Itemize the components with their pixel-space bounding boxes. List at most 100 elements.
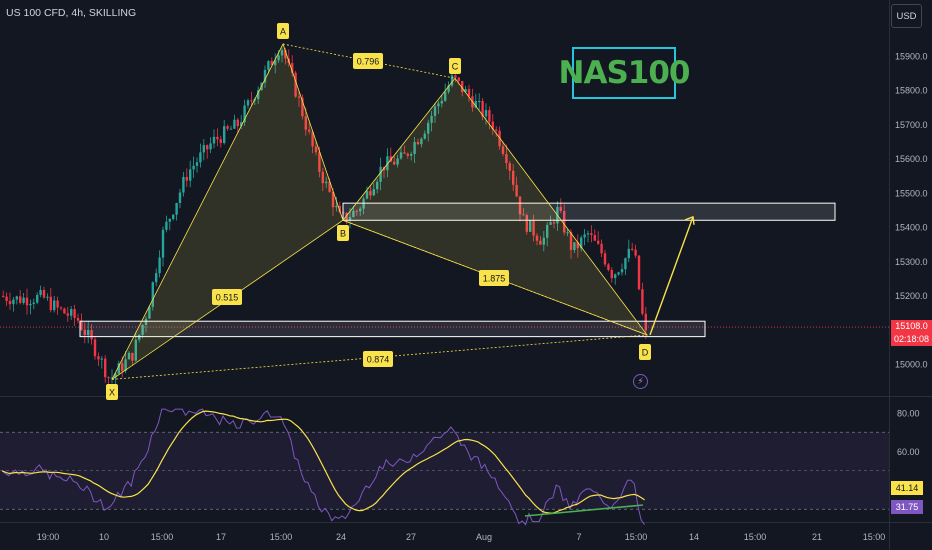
candle-body <box>25 297 29 306</box>
candle-body <box>522 214 525 216</box>
candle-body <box>46 296 49 298</box>
current-price-value: 15108.0 <box>895 321 928 331</box>
candle-body <box>427 122 430 134</box>
price-tick-label: 15400.0 <box>895 223 928 233</box>
candle-body <box>389 156 392 162</box>
candle-body <box>236 119 239 127</box>
price-tick-label: 15600.0 <box>895 154 928 164</box>
price-tick-label: 15200.0 <box>895 291 928 301</box>
candle-body <box>291 63 294 73</box>
resistance-zone <box>342 202 836 221</box>
candle-body <box>19 296 22 303</box>
candle-body <box>508 163 511 171</box>
candle-body <box>39 289 42 296</box>
candle-body <box>199 152 202 163</box>
rsi-tick-label: 80.00 <box>897 409 920 419</box>
point-label-b: B <box>340 229 346 239</box>
candle-body <box>379 166 382 182</box>
candle-body <box>328 181 331 192</box>
candle-body <box>403 152 406 154</box>
candle-body <box>539 240 542 245</box>
ratio-label-box <box>212 289 242 305</box>
candle-body <box>488 110 491 122</box>
candle-body <box>410 153 413 156</box>
candle-body <box>172 214 175 219</box>
candle-body <box>155 273 158 283</box>
candle-body <box>2 295 5 297</box>
price-tick-label: 15800.0 <box>895 86 928 96</box>
candle-body <box>189 169 192 181</box>
candle-body <box>131 352 134 361</box>
candle-body <box>444 91 447 101</box>
candle-body <box>580 237 583 249</box>
candle-body <box>512 170 515 185</box>
candle-body <box>311 131 314 147</box>
candle-body <box>284 50 287 59</box>
bar-countdown: 02:18:08 <box>893 334 930 344</box>
candle-body <box>393 161 396 165</box>
point-label-box <box>106 384 118 400</box>
candle-body <box>505 154 508 164</box>
ratio-label-box <box>363 351 393 367</box>
time-tick-label: 21 <box>812 532 822 542</box>
candle-body <box>335 205 338 208</box>
candle-body <box>563 211 566 233</box>
candle-body <box>168 218 171 222</box>
chart-title: US 100 CFD, 4h, SKILLING <box>6 7 137 19</box>
ratio-label: 0.874 <box>367 355 390 365</box>
candle-body <box>430 115 433 123</box>
rsi-ma-value-tag: 41.14 <box>891 481 923 495</box>
candle-body <box>277 55 280 61</box>
candle-body <box>420 138 423 145</box>
candle-body <box>178 192 182 203</box>
candle-body <box>195 162 199 166</box>
candle-body <box>529 220 532 232</box>
candle-body <box>607 264 610 270</box>
candle-body <box>484 110 488 117</box>
candle-body <box>76 317 80 321</box>
point-label-x: X <box>109 388 115 398</box>
candle-body <box>107 377 110 379</box>
candle-body <box>192 165 195 170</box>
candle-body <box>15 296 18 300</box>
candle-body <box>233 119 236 129</box>
candle-body <box>501 146 505 155</box>
candle-body <box>321 171 324 184</box>
candle-body <box>331 191 335 208</box>
candle-body <box>182 176 185 193</box>
candle-body <box>399 152 403 159</box>
candle-body <box>70 309 73 316</box>
lightning-icon[interactable]: ⚡ <box>633 374 648 389</box>
candle-body <box>202 145 205 153</box>
candle-body <box>219 139 222 143</box>
candle-body <box>158 257 161 274</box>
candle-body <box>573 242 576 250</box>
candle-body <box>447 85 450 92</box>
candle-body <box>301 97 304 117</box>
candle-body <box>637 255 641 290</box>
point-label-c: C <box>452 62 459 72</box>
candle-body <box>481 100 484 117</box>
candle-body <box>495 129 498 131</box>
candle-body <box>148 306 151 319</box>
candle-body <box>535 235 539 241</box>
candle-body <box>53 300 56 311</box>
candle-body <box>406 153 409 156</box>
candle-body <box>369 191 372 196</box>
rsi-ma-line <box>1 410 645 514</box>
ac-ratio-line <box>282 43 456 79</box>
candle-body <box>121 363 124 371</box>
candle-body <box>345 212 348 221</box>
candle-body <box>576 242 579 249</box>
currency-button[interactable]: USD <box>891 4 922 28</box>
time-tick-label: 15:00 <box>270 532 293 542</box>
candle-body <box>206 145 209 150</box>
candle-body <box>212 136 216 144</box>
price-tick-label: 15300.0 <box>895 257 928 267</box>
candle-body <box>59 307 63 309</box>
candle-body <box>243 105 246 123</box>
candle-body <box>518 196 522 215</box>
rsi-value-tag: 31.75 <box>891 500 923 514</box>
candle-body <box>644 313 647 331</box>
